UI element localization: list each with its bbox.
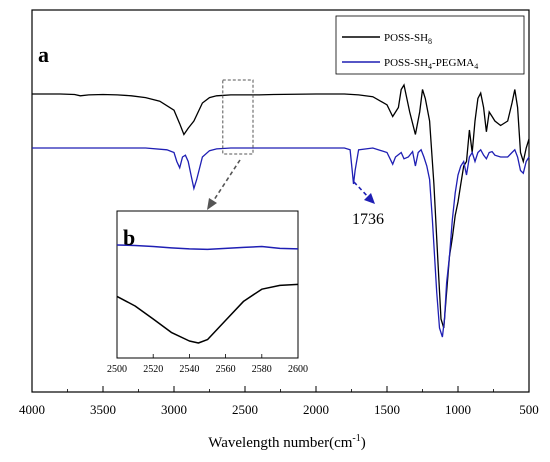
inset-x-tick-label-2520: 2520 xyxy=(143,364,163,375)
inset-x-tick-label-2540: 2540 xyxy=(179,364,199,375)
inset-plot: 2500 2520 2540 2560 2580 2600 b xyxy=(107,210,308,375)
annotation-arrow-head xyxy=(364,193,375,204)
x-tick-label-500: 500 xyxy=(519,402,539,417)
zoom-region-box xyxy=(222,79,254,155)
zoom-arrow-head xyxy=(207,198,217,210)
main-x-axis: 4000 3500 3000 2500 2000 1500 1000 500 xyxy=(19,386,539,417)
annotation-1736: 1736 xyxy=(352,181,384,228)
x-tick-label-1000: 1000 xyxy=(445,402,471,417)
inset-x-tick-label-2500: 2500 xyxy=(107,364,127,375)
inset-x-tick-label-2600: 2600 xyxy=(288,364,308,375)
inset-series-group xyxy=(116,244,299,344)
inset-x-tick-label-2580: 2580 xyxy=(252,364,272,375)
x-tick-label-3000: 3000 xyxy=(161,402,187,417)
legend-label-poss-sh4-pegma4: POSS-SH4-PEGMA4 xyxy=(384,57,478,71)
legend: POSS-SH8 POSS-SH4-PEGMA4 xyxy=(335,15,525,75)
inset-series-line-poss-sh8 xyxy=(116,283,299,344)
main-series-group xyxy=(32,83,530,338)
inset-series-line-poss-sh4-pegma4 xyxy=(116,244,299,251)
x-tick-label-1500: 1500 xyxy=(374,402,400,417)
series-line-poss-sh4-pegma4 xyxy=(32,147,530,338)
x-tick-label-2500: 2500 xyxy=(232,402,258,417)
x-tick-label-2000: 2000 xyxy=(303,402,329,417)
inset-plot-frame xyxy=(116,210,299,359)
inset-x-axis: 2500 2520 2540 2560 2580 2600 xyxy=(107,354,308,375)
annotation-label: 1736 xyxy=(352,211,384,228)
x-axis-title: Wavelength number(cm-1) xyxy=(208,433,366,451)
x-tick-label-3500: 3500 xyxy=(90,402,116,417)
legend-box xyxy=(335,15,525,75)
legend-label-poss-sh8: POSS-SH8 xyxy=(384,32,432,46)
x-tick-label-4000: 4000 xyxy=(19,402,45,417)
zoom-arrow xyxy=(207,159,241,210)
panel-label-a: a xyxy=(38,42,49,67)
inset-x-tick-label-2560: 2560 xyxy=(216,364,236,375)
panel-label-b: b xyxy=(123,225,135,250)
series-line-poss-sh8 xyxy=(32,83,530,329)
